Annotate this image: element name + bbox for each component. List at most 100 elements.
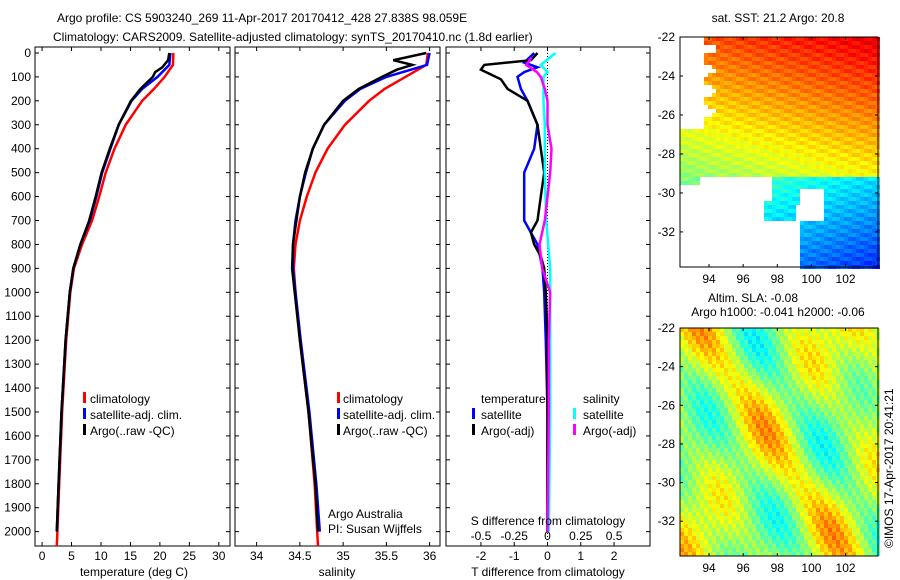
map-cell bbox=[752, 37, 756, 41]
map-cell bbox=[680, 141, 684, 145]
map-cell bbox=[848, 408, 852, 412]
map-cell bbox=[840, 528, 844, 532]
map-cell bbox=[728, 408, 732, 412]
map-cell bbox=[796, 105, 800, 109]
map-cell bbox=[784, 37, 788, 41]
map-cell bbox=[704, 328, 708, 332]
map-cell bbox=[840, 376, 844, 380]
map-cell bbox=[768, 536, 772, 540]
map-cell bbox=[808, 376, 812, 380]
map-cell bbox=[792, 412, 796, 416]
map-cell bbox=[716, 328, 720, 332]
map-cell bbox=[708, 336, 712, 340]
map-cell bbox=[860, 420, 864, 424]
map-cell bbox=[832, 41, 836, 45]
map-cell bbox=[684, 532, 688, 536]
map-cell bbox=[744, 404, 748, 408]
map-cell bbox=[684, 344, 688, 348]
map-cell bbox=[768, 105, 772, 109]
map-cell bbox=[732, 73, 736, 77]
map-cell bbox=[740, 472, 744, 476]
map-cell bbox=[816, 420, 820, 424]
map-cell bbox=[808, 53, 812, 57]
map-cell bbox=[784, 217, 788, 221]
map-cell bbox=[716, 512, 720, 516]
map-cell bbox=[836, 368, 840, 372]
map-cell bbox=[804, 456, 808, 460]
map-cell bbox=[704, 428, 708, 432]
map-cell bbox=[760, 45, 764, 49]
map-cell bbox=[716, 340, 720, 344]
map-cell bbox=[852, 480, 856, 484]
map-cell bbox=[764, 496, 768, 500]
map-cell bbox=[684, 133, 688, 137]
map-cell bbox=[724, 328, 728, 332]
map-cell bbox=[720, 408, 724, 412]
map-cell bbox=[728, 49, 732, 53]
map-cell bbox=[792, 464, 796, 468]
map-cell bbox=[844, 360, 848, 364]
map-cell bbox=[784, 500, 788, 504]
map-cell bbox=[720, 540, 724, 544]
map-cell bbox=[716, 109, 720, 113]
map-cell bbox=[768, 97, 772, 101]
map-cell bbox=[860, 221, 864, 225]
map-cell bbox=[788, 133, 792, 137]
map-cell bbox=[812, 181, 816, 185]
map-cell bbox=[828, 73, 832, 77]
map-cell bbox=[764, 472, 768, 476]
map-cell bbox=[780, 69, 784, 73]
map-cell bbox=[732, 352, 736, 356]
map-cell bbox=[792, 424, 796, 428]
map-cell bbox=[788, 45, 792, 49]
map-cell bbox=[700, 488, 704, 492]
map-cell bbox=[716, 492, 720, 496]
map-cell bbox=[772, 137, 776, 141]
map-cell bbox=[808, 69, 812, 73]
map-cell bbox=[824, 360, 828, 364]
map-cell bbox=[852, 336, 856, 340]
map-cell bbox=[824, 149, 828, 153]
map-cell bbox=[848, 372, 852, 376]
map-cell bbox=[700, 169, 704, 173]
map-cell bbox=[716, 460, 720, 464]
map-cell bbox=[688, 536, 692, 540]
map-cell bbox=[764, 368, 768, 372]
map-cell bbox=[708, 117, 712, 121]
map-cell bbox=[708, 141, 712, 145]
map-cell bbox=[688, 476, 692, 480]
map-cell bbox=[768, 400, 772, 404]
map-cell bbox=[844, 189, 848, 193]
map-cell bbox=[740, 73, 744, 77]
map-cell bbox=[760, 336, 764, 340]
map-cell bbox=[784, 149, 788, 153]
map-cell bbox=[816, 109, 820, 113]
map-cell bbox=[748, 448, 752, 452]
map-cell bbox=[780, 189, 784, 193]
map-cell bbox=[840, 340, 844, 344]
map-cell bbox=[796, 101, 800, 105]
map-cell bbox=[824, 480, 828, 484]
map-cell bbox=[792, 69, 796, 73]
map-cell bbox=[820, 221, 824, 225]
map-cell bbox=[736, 141, 740, 145]
map-cell bbox=[760, 161, 764, 165]
map-cell bbox=[728, 149, 732, 153]
map-cell bbox=[712, 61, 716, 65]
map-cell bbox=[732, 540, 736, 544]
map-cell bbox=[836, 540, 840, 544]
map-cell bbox=[788, 197, 792, 201]
map-cell bbox=[848, 384, 852, 388]
map-cell bbox=[740, 145, 744, 149]
map-cell bbox=[700, 460, 704, 464]
map-cell bbox=[724, 424, 728, 428]
map-cell bbox=[828, 336, 832, 340]
map-cell bbox=[820, 69, 824, 73]
map-cell bbox=[860, 113, 864, 117]
map-cell bbox=[720, 396, 724, 400]
map-cell bbox=[800, 336, 804, 340]
map-cell bbox=[860, 392, 864, 396]
map-cell bbox=[756, 113, 760, 117]
map-cell bbox=[792, 85, 796, 89]
map-cell bbox=[800, 105, 804, 109]
